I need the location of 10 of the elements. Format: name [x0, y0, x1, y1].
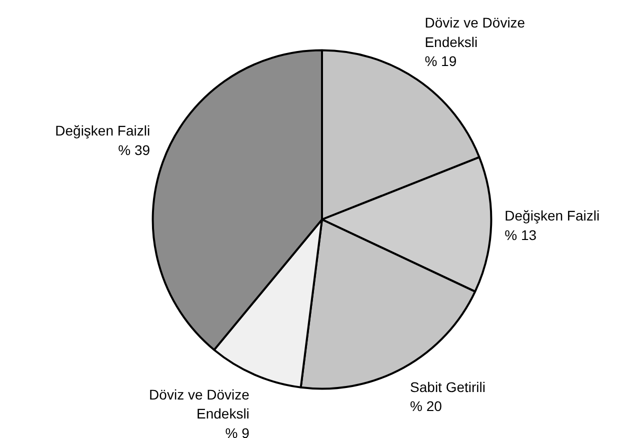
slice-label: Döviz ve Dövize Endeksli	[424, 14, 526, 50]
data-label: % 39	[118, 142, 150, 158]
data-label: % 13	[504, 226, 537, 243]
slice-label: Sabit Getirili	[410, 378, 486, 395]
data-label: % 9	[225, 424, 250, 438]
slice-label: Değişken Faizli	[504, 208, 600, 224]
slice-label: Değişken Faizli	[55, 122, 150, 139]
data-label: % 20	[410, 398, 442, 414]
data-label: % 19	[424, 53, 457, 70]
slice-label: Döviz ve Dövize Endeksli	[149, 386, 250, 422]
